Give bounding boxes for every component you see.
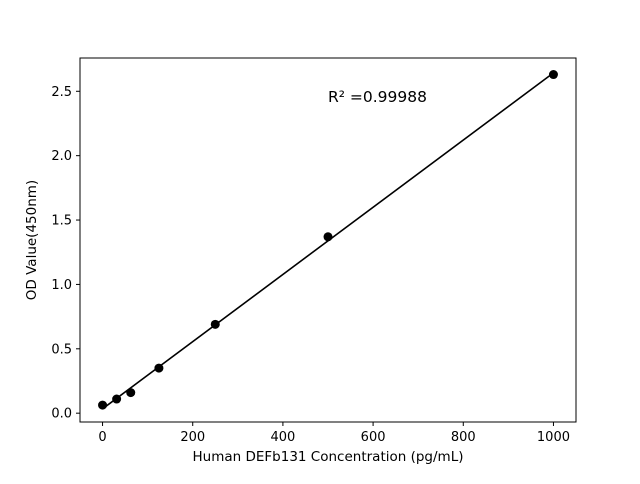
x-tick-label: 0 — [98, 430, 106, 445]
data-point — [98, 400, 108, 410]
y-tick-label: 1.5 — [51, 214, 72, 229]
y-tick-label: 0.0 — [51, 407, 72, 422]
y-tick-label: 2.0 — [51, 149, 72, 164]
x-tick-label: 400 — [270, 430, 295, 445]
data-point — [154, 363, 164, 373]
x-axis-label: Human DEFb131 Concentration (pg/mL) — [193, 449, 464, 465]
data-point — [210, 319, 220, 329]
data-point — [548, 70, 558, 80]
data-point — [112, 394, 122, 404]
series-layer — [98, 70, 558, 410]
x-tick-label: 600 — [361, 430, 386, 445]
x-tick-label: 1000 — [537, 430, 570, 445]
data-point — [126, 388, 136, 398]
y-tick-label: 1.0 — [51, 278, 72, 293]
y-tick-label: 0.5 — [51, 342, 72, 357]
x-tick-label: 800 — [451, 430, 476, 445]
r-squared-annotation: R² =0.99988 — [328, 88, 427, 106]
y-axis-label: OD Value(450nm) — [24, 180, 40, 300]
plot-border — [79, 57, 577, 423]
y-tick-label: 2.5 — [51, 85, 72, 100]
x-tick-label: 200 — [180, 430, 205, 445]
ticks-layer: 0 200 400 600 800 1000 0.0 0.5 1.0 1.5 2.0 2.5 — [51, 85, 570, 445]
data-point — [323, 232, 333, 242]
